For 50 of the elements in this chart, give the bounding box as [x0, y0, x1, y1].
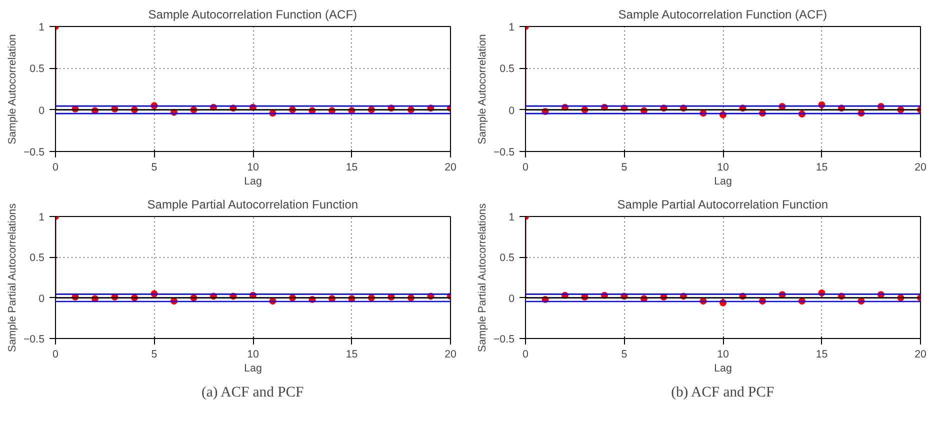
- y-tick-label: 0: [508, 104, 515, 117]
- x-tick-label: 15: [816, 348, 828, 360]
- x-tick-label: 20: [914, 162, 926, 174]
- y-axis-title: Sample Autocorrelation: [476, 34, 488, 144]
- y-tick-label: 0.5: [500, 252, 515, 264]
- y-tick-label: −0.5: [23, 334, 45, 346]
- chart-title: Sample Autocorrelation Function (ACF): [148, 8, 358, 22]
- x-axis-title: Lag: [714, 362, 732, 374]
- text: (b) ACF and PCF: [671, 384, 774, 400]
- y-tick-label: 0.5: [30, 63, 45, 76]
- y-axis-title: Sample Autocorrelation: [6, 34, 18, 144]
- x-axis-title: Lag: [714, 176, 732, 188]
- x-tick-label: 0: [522, 348, 529, 360]
- x-tick-label: 10: [717, 348, 729, 360]
- y-tick-label: 0: [508, 292, 515, 305]
- x-tick-label: 0: [52, 348, 59, 360]
- y-tick-label: 1: [38, 22, 45, 34]
- y-tick-label: 0: [38, 104, 45, 117]
- y-tick-label: −0.5: [493, 146, 515, 158]
- x-tick-label: 5: [621, 348, 628, 360]
- y-tick-label: 0.5: [30, 252, 45, 264]
- y-tick-label: 0.5: [500, 63, 515, 76]
- x-tick-label: 5: [621, 162, 628, 174]
- x-tick-label: 0: [522, 162, 529, 174]
- x-tick-label: 5: [151, 162, 158, 174]
- chart-title: Sample Autocorrelation Function (ACF): [618, 8, 828, 22]
- x-tick-label: 10: [717, 162, 729, 174]
- x-tick-label: 20: [444, 348, 456, 360]
- x-tick-label: 10: [247, 162, 259, 174]
- y-axis-title: Sample Partial Autocorrelations: [6, 203, 18, 352]
- y-axis-title: Sample Partial Autocorrelations: [476, 203, 488, 352]
- y-tick-label: 0: [38, 292, 45, 305]
- chart-title: Sample Partial Autocorrelation Function: [147, 198, 358, 212]
- x-tick-label: 5: [151, 348, 158, 360]
- chart-title: Sample Partial Autocorrelation Function: [617, 198, 828, 212]
- x-tick-label: 20: [914, 348, 926, 360]
- y-tick-label: −0.5: [23, 146, 45, 158]
- x-tick-label: 20: [444, 162, 456, 174]
- x-tick-label: 15: [346, 348, 358, 360]
- text: (a) ACF and PCF: [201, 384, 304, 400]
- y-tick-label: 1: [508, 22, 515, 34]
- y-tick-label: 1: [38, 212, 45, 224]
- x-tick-label: 15: [346, 162, 358, 174]
- x-tick-label: 0: [52, 162, 59, 174]
- x-axis-title: Lag: [244, 176, 262, 188]
- x-tick-label: 15: [816, 162, 828, 174]
- y-tick-label: 1: [508, 212, 515, 224]
- x-tick-label: 10: [247, 348, 259, 360]
- y-tick-label: −0.5: [493, 334, 515, 346]
- x-axis-title: Lag: [244, 362, 262, 374]
